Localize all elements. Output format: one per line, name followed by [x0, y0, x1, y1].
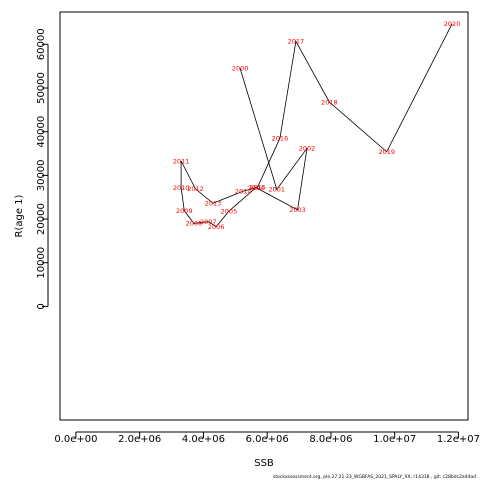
point-label-2012: 2012 [187, 185, 204, 193]
point-label-2000: 2000 [232, 65, 249, 73]
x-tick-label: 6.0e+06 [246, 434, 289, 445]
point-label-2010: 2010 [173, 184, 190, 192]
y-tick-label: 50000 [36, 72, 47, 104]
point-label-2014: 2014 [235, 187, 252, 195]
point-label-2019: 2019 [378, 148, 395, 156]
x-tick-label: 8.0e+06 [309, 434, 352, 445]
y-tick-label: 0 [36, 303, 47, 309]
point-label-2016: 2016 [272, 135, 289, 143]
y-tick-label: 40000 [36, 116, 47, 148]
y-tick-label: 60000 [36, 28, 47, 60]
point-label-2009: 2009 [176, 207, 193, 215]
y-axis-title: R(age 1) [14, 194, 25, 237]
x-tick-label: 2.0e+06 [118, 434, 161, 445]
point-label-2015: 2015 [249, 183, 266, 191]
x-tick-label: 1.0e+07 [373, 434, 416, 445]
point-label-2018: 2018 [321, 98, 338, 106]
footnote: stockassessment.org, ple.27.21-23_WGBFAS… [273, 474, 476, 480]
x-axis: 0.0e+00 2.0e+06 4.0e+06 6.0e+06 8.0e+06 1.0e+… [54, 431, 480, 445]
stock-recruitment-line [180, 23, 453, 228]
y-tick-label: 30000 [36, 159, 47, 191]
y-axis: 0 10000 20000 30000 40000 50000 60000 [36, 28, 49, 310]
point-label-2004: 2004 [248, 184, 265, 192]
x-axis-title: SSB [254, 458, 274, 469]
point-label-2011: 2011 [173, 157, 190, 165]
y-tick-label: 10000 [36, 247, 47, 279]
point-label-2002: 2002 [299, 145, 316, 153]
x-tick-label: 4.0e+06 [182, 434, 225, 445]
point-label-2020: 2020 [444, 20, 461, 28]
point-label-2008: 2008 [186, 220, 203, 228]
point-label-2013: 2013 [205, 200, 222, 208]
point-label-2017: 2017 [288, 38, 305, 46]
point-label-2003: 2003 [289, 206, 306, 214]
point-label-2007: 2007 [200, 218, 217, 226]
x-tick-label: 1.2e+07 [437, 434, 480, 445]
y-tick-label: 20000 [36, 203, 47, 235]
point-label-2006: 2006 [208, 223, 225, 231]
x-tick-label: 0.0e+00 [54, 434, 97, 445]
point-label-2005: 2005 [221, 207, 238, 215]
plot-frame [59, 11, 469, 421]
point-label-2001: 2001 [268, 186, 285, 194]
